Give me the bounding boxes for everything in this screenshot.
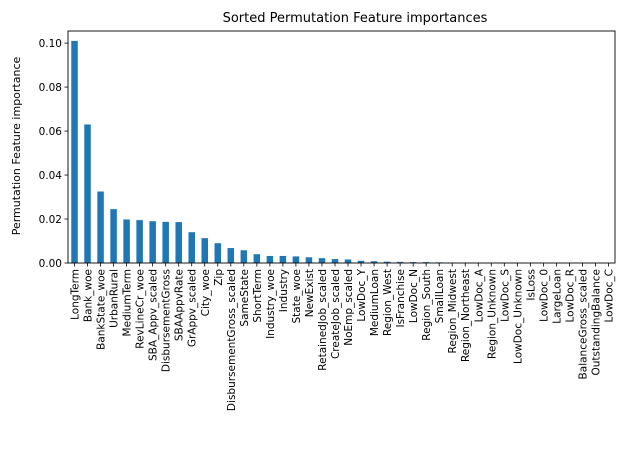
x-tick-label: GrAppv_scaled — [187, 269, 199, 347]
y-tick-label: 0.02 — [39, 214, 62, 226]
bar-ShortTerm — [253, 254, 261, 263]
y-tick-label: 0.00 — [39, 258, 62, 270]
x-tick-label: LowDoc_R — [564, 269, 576, 323]
bar-GrAppv_scaled — [188, 232, 195, 263]
bars-group — [71, 40, 482, 264]
x-tick-label: Region_Northeast — [460, 269, 472, 362]
x-tick-label: LowDoc_0 — [538, 269, 550, 322]
x-tick-label: MediumLoan — [369, 269, 381, 336]
y-axis: 0.00 0.02 0.04 0.06 0.08 0.10 — [39, 38, 68, 270]
x-tick-label: BalanceGross_scaled — [577, 269, 589, 379]
x-tick-label: Region_South — [421, 269, 433, 341]
x-tick-label: RetainedJob_scaled — [317, 269, 329, 371]
bar-DisbursementGross_scaled — [227, 248, 235, 263]
x-tick-label: IsLoss — [525, 269, 537, 301]
bar-MediumLoan — [370, 261, 378, 263]
x-tick-label: SBA_Appv_scaled — [148, 269, 160, 361]
bar-NoEmp_scaled — [344, 259, 352, 263]
x-tick-label: Region_West — [382, 269, 394, 336]
x-axis: LongTerm Bank_woe BankState_woe UrbanRural M… — [70, 263, 615, 411]
bar-State_woe — [292, 256, 300, 263]
bar-SBAAppvRate — [175, 222, 182, 263]
x-tick-label: ShortTerm — [252, 269, 264, 323]
x-tick-label: City_woe — [200, 269, 212, 316]
bar-SBA_Appv_scaled — [149, 221, 156, 263]
x-tick-label: MediumTerm — [122, 269, 134, 336]
x-tick-label: Region_Unknown — [486, 269, 498, 359]
plot-frame — [67, 30, 616, 264]
bar-UrbanRural — [110, 209, 117, 263]
x-tick-label: IsFranchise — [395, 269, 407, 328]
y-tick-label: 0.06 — [39, 126, 63, 138]
x-tick-label: NewExist — [304, 269, 316, 317]
x-tick-label: OutstandingBalance — [590, 269, 602, 376]
x-tick-label: Industry_woe — [265, 269, 277, 339]
x-tick-label: LargeLoan — [551, 269, 563, 324]
x-tick-label: SmallLoan — [434, 269, 446, 323]
x-tick-label: UrbanRural — [109, 269, 121, 328]
x-tick-label: LowDoc_A — [473, 268, 485, 322]
x-tick-label: Bank_woe — [83, 269, 95, 322]
x-tick-label: LongTerm — [70, 269, 82, 320]
x-tick-label: LowDoc_Y — [356, 268, 368, 321]
x-tick-label: LowDoc_N — [408, 269, 420, 323]
x-tick-label: BankState_woe — [96, 269, 108, 350]
x-tick-label: State_woe — [291, 269, 303, 324]
x-tick-label: Industry — [278, 269, 290, 312]
x-tick-label: SameState — [239, 269, 251, 327]
chart-title: Sorted Permutation Feature importances — [223, 11, 488, 26]
x-tick-label: CreateJob_scaled — [330, 269, 342, 359]
x-tick-label: LowDoc_S — [499, 269, 511, 322]
bar-RetainedJob_scaled — [318, 258, 326, 263]
bar-LowDoc_Y — [357, 260, 365, 263]
bar-MediumTerm — [123, 219, 130, 263]
y-tick-label: 0.08 — [39, 82, 62, 94]
bar-City_woe — [201, 238, 208, 263]
bar-CreateJob_scaled — [331, 259, 339, 263]
x-tick-label: LowDoc_C — [603, 269, 615, 323]
bar-Bank_woe — [84, 124, 91, 264]
x-tick-label: SBAAppvRate — [174, 269, 186, 341]
y-axis-label: Permutation Feature importance — [10, 56, 23, 235]
bar-LongTerm — [71, 40, 78, 264]
x-tick-label: Region_Midwest — [447, 269, 459, 353]
bar-BankState_woe — [97, 191, 104, 263]
x-tick-label: NoEmp_scaled — [343, 269, 355, 346]
y-tick-label: 0.10 — [39, 38, 62, 50]
y-tick-label: 0.04 — [39, 170, 63, 182]
x-tick-label: Zip — [213, 269, 225, 286]
x-tick-label: DisbursementGross_scaled — [226, 269, 238, 411]
bar-Industry_woe — [266, 255, 274, 263]
x-tick-label: RevLineCr_woe — [135, 269, 147, 349]
bar-IsFranchise — [396, 261, 404, 263]
bar-Zip — [214, 243, 222, 263]
bar-RevLineCr_woe — [136, 220, 143, 263]
bar-NewExist — [305, 257, 313, 263]
x-tick-label: LowDoc_Unknown — [512, 269, 524, 364]
bar-Industry — [279, 255, 287, 263]
x-tick-label: DisbursementGross — [161, 269, 173, 372]
bar-DisbursementGross — [162, 221, 169, 263]
bar-Region_West — [383, 261, 391, 263]
bar-SameState — [240, 250, 248, 263]
